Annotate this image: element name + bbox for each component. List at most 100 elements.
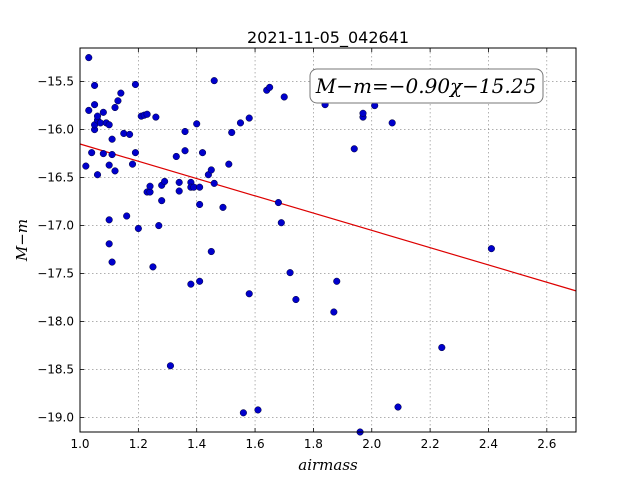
- y-tick-label: −17.0: [37, 219, 74, 233]
- y-axis-label: M−m: [13, 219, 31, 262]
- data-point: [91, 81, 99, 89]
- data-point: [152, 113, 160, 121]
- data-point: [175, 178, 183, 186]
- equation-annotation: M−m=−0.90χ−15.25: [309, 68, 544, 104]
- data-point: [120, 129, 128, 137]
- data-point: [105, 121, 113, 129]
- data-point: [333, 277, 341, 285]
- data-point: [128, 160, 137, 168]
- data-point: [274, 199, 282, 207]
- x-tick-label: 1.2: [129, 437, 148, 451]
- data-point: [108, 151, 116, 159]
- x-tick-label: 2.6: [537, 437, 556, 451]
- data-point: [126, 130, 134, 138]
- data-point: [134, 224, 142, 233]
- y-tick-label: −15.5: [37, 75, 74, 89]
- y-tick-label: −16.0: [37, 123, 74, 137]
- data-point: [131, 149, 139, 157]
- data-point: [266, 83, 274, 91]
- x-tick-label: 2.2: [421, 437, 440, 451]
- data-point: [99, 108, 107, 116]
- data-point: [207, 247, 215, 256]
- data-point: [236, 119, 245, 127]
- data-point: [245, 114, 253, 122]
- data-point: [228, 128, 236, 137]
- data-point: [105, 240, 113, 248]
- data-point: [108, 135, 116, 143]
- data-point: [254, 406, 262, 414]
- data-point: [114, 97, 122, 105]
- x-tick-label: 1.8: [304, 437, 323, 451]
- x-tick-label: 1.6: [246, 437, 265, 451]
- data-points: [82, 54, 495, 436]
- data-point: [149, 263, 157, 271]
- axis-ticks: 1.0 1.2 1.4 1.6 1.8 2.0 2.2 2.4 2.6 −15.5 −16.0 −16…: [37, 48, 576, 451]
- data-point: [158, 197, 166, 205]
- chart-title: 2021-11-05_042641: [247, 28, 409, 48]
- data-point: [123, 212, 131, 220]
- x-tick-label: 2.0: [362, 437, 381, 451]
- data-point: [82, 162, 90, 170]
- data-point: [394, 403, 402, 411]
- data-point: [181, 147, 189, 155]
- data-point: [292, 295, 300, 304]
- data-point: [219, 203, 227, 211]
- fit-line: [79, 143, 577, 292]
- data-point: [210, 179, 218, 187]
- data-point: [438, 343, 446, 352]
- data-point: [350, 145, 358, 153]
- data-point: [187, 280, 195, 288]
- data-point: [210, 77, 218, 85]
- data-point: [175, 187, 183, 195]
- data-point: [196, 277, 204, 285]
- data-point: [280, 93, 288, 101]
- data-point: [111, 167, 119, 175]
- data-point: [117, 89, 125, 97]
- data-point: [330, 308, 338, 316]
- data-point: [91, 101, 99, 109]
- data-point: [196, 183, 204, 191]
- data-point: [277, 219, 285, 227]
- x-axis-label: airmass: [298, 456, 358, 474]
- x-tick-label: 2.4: [479, 437, 498, 451]
- y-tick-label: −16.5: [37, 171, 74, 185]
- data-point: [155, 222, 163, 230]
- data-point: [85, 106, 93, 114]
- x-tick-label: 1.0: [70, 437, 89, 451]
- data-point: [105, 216, 113, 224]
- data-point: [487, 245, 495, 253]
- data-point: [198, 149, 207, 157]
- annotation-box: [309, 68, 544, 104]
- data-point: [161, 177, 169, 185]
- fit-line-layer: [79, 143, 577, 292]
- data-point: [193, 120, 201, 128]
- data-point: [93, 112, 102, 120]
- data-point: [111, 103, 119, 112]
- data-point: [146, 182, 154, 190]
- data-point: [166, 362, 174, 370]
- data-point: [239, 409, 247, 417]
- y-tick-label: −19.0: [37, 411, 74, 425]
- data-point: [105, 161, 113, 169]
- data-point: [181, 127, 189, 136]
- y-tick-label: −18.5: [37, 363, 74, 377]
- x-tick-label: 1.4: [187, 437, 206, 451]
- data-point: [207, 166, 215, 174]
- y-tick-label: −18.0: [37, 315, 74, 329]
- data-point: [225, 160, 233, 168]
- data-point: [196, 200, 204, 209]
- data-point: [359, 109, 367, 117]
- data-point: [286, 269, 294, 277]
- data-point: [131, 80, 139, 89]
- annotation-text: M−m=−0.90χ−15.25: [315, 74, 536, 98]
- y-tick-label: −17.5: [37, 267, 74, 281]
- data-point: [388, 119, 396, 127]
- data-point: [172, 152, 180, 161]
- data-point: [108, 258, 116, 266]
- data-point: [143, 110, 151, 118]
- data-point: [88, 149, 96, 157]
- grid: [79, 48, 576, 432]
- data-point: [245, 290, 253, 298]
- data-point: [93, 171, 102, 179]
